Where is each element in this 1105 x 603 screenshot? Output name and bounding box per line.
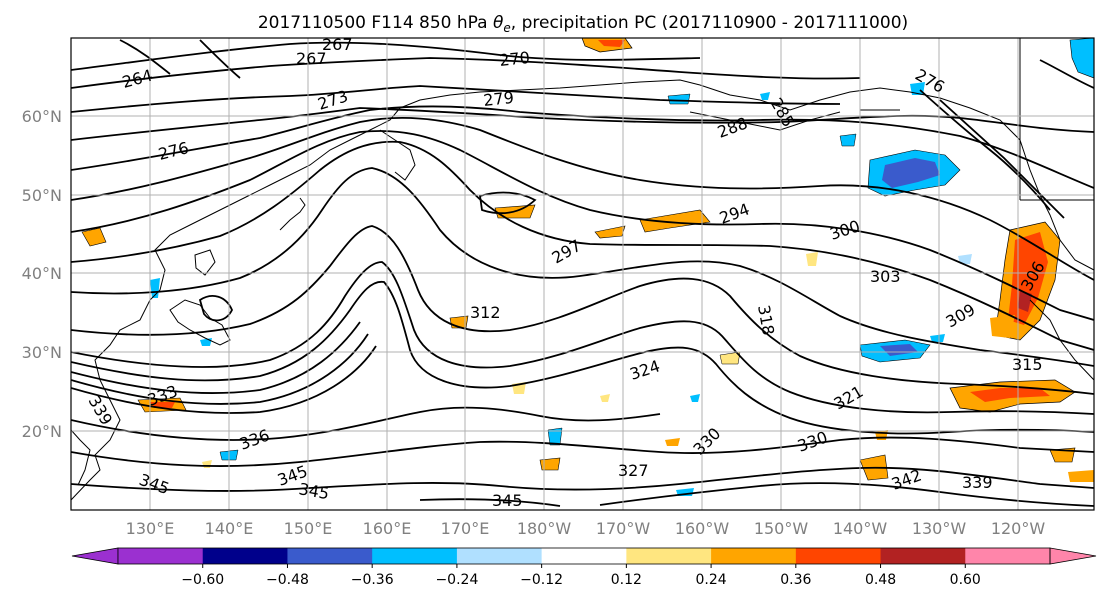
x-tick-label: 140°W [833,519,888,538]
y-tick-label: 40°N [22,264,62,283]
y-tick-label: 20°N [22,422,62,441]
colorbar-frame [117,547,1051,565]
x-tick-label: 140°E [205,519,254,538]
contour-label: 312 [470,303,501,322]
contour-label: 279 [482,88,514,110]
contour-label: 267 [296,49,327,68]
x-tick-label: 150°W [754,519,809,538]
x-tick-label: 170°W [596,519,651,538]
contour-label: 267 [322,35,353,54]
colorbar-tick-label: 0.24 [696,572,727,588]
x-tick-label: 120°W [991,519,1046,538]
grid [71,38,1094,510]
colorbar-tick-label: −0.60 [181,572,224,588]
colorbar-tick-label: 0.60 [950,572,981,588]
contour-label: 315 [1012,355,1043,374]
title-sub: e [503,21,510,35]
colorbar: −0.60 −0.48 −0.36 −0.24 −0.12 0.12 0.24 0.36 0.4… [71,547,1097,588]
colorbar-over-arrow [1049,547,1097,565]
x-tick-label: 180°W [517,519,572,538]
colorbar-segment [372,548,458,564]
colorbar-segment [626,548,712,564]
x-tick-label: 170°E [441,519,490,538]
colorbar-tick-label: 0.12 [611,572,642,588]
y-tick-label: 60°N [22,107,62,126]
colorbar-segment [965,548,1051,564]
title-theta: θ [493,13,504,33]
x-tick-label: 160°E [363,519,412,538]
x-tick-label: 160°W [675,519,730,538]
colorbar-segment [795,548,882,564]
colorbar-tick-label: −0.48 [266,572,309,588]
colorbar-segment [711,548,797,564]
y-tick-label: 50°N [22,186,62,205]
y-tick-labels: 20°N 30°N 40°N 50°N 60°N [22,107,62,441]
colorbar-tick-label: −0.36 [351,572,394,588]
contour-label: 303 [870,267,901,286]
x-tick-labels: 130°E 140°E 150°E 160°E 170°E 180°W 170°… [126,519,1046,538]
contour-label: 270 [498,48,530,70]
colorbar-under-arrow [71,547,119,565]
colorbar-segment [880,548,966,564]
colorbar-segment [541,548,627,564]
colorbar-segment [287,548,373,564]
chart-title: 2017110500 F114 850 hPa θe, precipitatio… [258,13,908,35]
contour-label: 345 [492,491,523,510]
x-tick-label: 130°E [126,519,175,538]
title-suffix: , precipitation PC (2017110900 - 2017111… [511,13,908,33]
x-tick-label: 130°W [912,519,967,538]
colorbar-tick-label: 0.48 [865,572,896,588]
title-prefix: 2017110500 F114 850 hPa [258,13,493,33]
contour-label: 327 [618,461,649,480]
y-tick-label: 30°N [22,343,62,362]
colorbar-tick-label: 0.36 [780,572,811,588]
colorbar-segment [118,548,204,564]
colorbar-segment [202,548,288,564]
colorbar-tick-label: −0.12 [520,572,563,588]
theta-e-contours [71,39,1094,507]
colorbar-tick-label: −0.24 [435,572,478,588]
colorbar-segment [456,548,543,564]
map-frame [70,37,1095,511]
contour-label: 339 [962,473,993,492]
x-tick-label: 150°E [284,519,333,538]
